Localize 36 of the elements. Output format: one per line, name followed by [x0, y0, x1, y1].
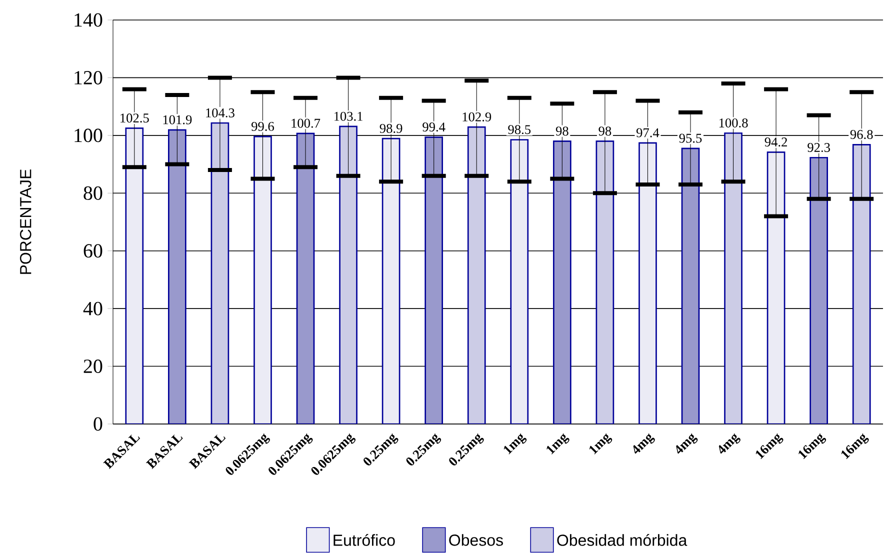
- data-label: 103.1: [334, 112, 362, 121]
- data-label: 99.4: [422, 122, 446, 132]
- x-tick-label: 4mg: [718, 433, 740, 454]
- y-tick-label: 140: [74, 13, 102, 27]
- legend-label: Eutrófico: [334, 534, 395, 546]
- data-label: 97.4: [636, 128, 660, 138]
- x-tick-label: 1mg: [589, 433, 612, 454]
- data-label: 95.5: [679, 134, 702, 143]
- x-tick-label: 1mg: [546, 433, 570, 454]
- y-tick-label: 120: [74, 70, 102, 84]
- y-tick-label: 20: [84, 360, 102, 374]
- data-label: 99.6: [252, 122, 274, 131]
- legend-label: Obesidad mórbida: [557, 534, 688, 546]
- data-label: 94.2: [764, 138, 787, 147]
- x-tick-label: 4mg: [676, 433, 698, 454]
- y-tick-label: 60: [84, 244, 102, 258]
- data-label: 98.9: [380, 124, 402, 133]
- data-label: 98.5: [508, 125, 531, 134]
- data-label: 98: [598, 126, 612, 136]
- data-label: 101.9: [163, 115, 192, 124]
- data-label: 102.5: [120, 114, 149, 123]
- y-tick-label: 80: [84, 186, 102, 200]
- data-label: 100.8: [719, 118, 748, 128]
- data-label: 92.3: [808, 143, 830, 152]
- x-tick-label: 1mg: [504, 433, 527, 454]
- data-label: 98: [556, 126, 568, 136]
- legend-label: Obesos: [449, 534, 503, 546]
- data-label: 102.9: [462, 112, 492, 122]
- data-label: 100.7: [292, 118, 320, 128]
- y-tick-label: 0: [94, 417, 102, 431]
- x-tick-label: 4mg: [633, 433, 655, 454]
- y-axis-title: PORCENTAJE: [20, 169, 32, 274]
- y-tick-label: 40: [83, 302, 102, 316]
- data-label: 104.3: [206, 108, 234, 118]
- data-label: 96.8: [850, 130, 873, 140]
- y-tick-label: 100: [74, 128, 102, 142]
